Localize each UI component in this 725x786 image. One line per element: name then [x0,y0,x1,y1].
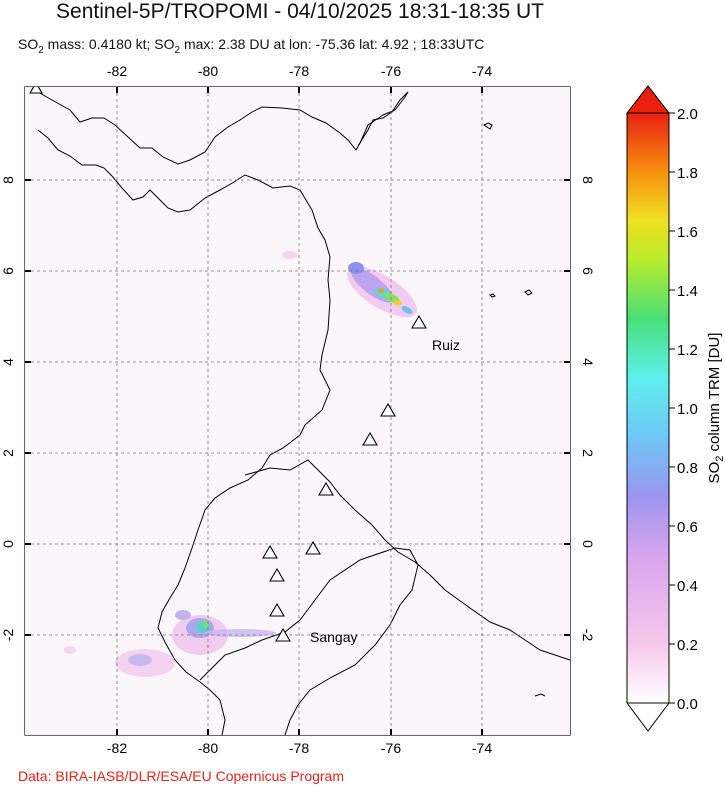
lat-label-right: 0 [580,540,596,548]
border-ticks [25,87,570,735]
lat-label-left: 4 [0,358,16,366]
volcano-marker [318,481,334,496]
colorbar-tick: 1.8 [677,165,698,182]
colorbar-scale [626,112,670,704]
lon-label-top: -76 [381,63,401,79]
colorbar-tick: 1.4 [677,283,698,300]
volcano-label-sangay: Sangay [310,629,357,645]
lon-label-bottom: -74 [472,740,492,756]
colorbar-max-arrow [625,85,671,114]
lat-label-left: 0 [0,540,16,548]
colorbar-tick: 0.4 [677,578,698,595]
colorbar-tick: 2.0 [677,106,698,123]
lat-label-left: 8 [0,176,16,184]
background-noise [25,87,570,735]
lat-label-right: 4 [580,358,596,366]
volcano-marker [305,540,321,555]
colorbar-tick: 0.8 [677,460,698,477]
lat-label-right: -2 [580,629,596,642]
subtitle-max-info: max: 2.38 DU at lon: -75.36 lat: 4.92 ; … [180,36,485,52]
colorbar-min-arrow [626,702,670,732]
subtitle-mass: mass: 0.4180 kt; SO [43,36,175,52]
colorbar-tick: 1.6 [677,224,698,241]
colorbar-tick: 0.2 [677,637,698,654]
volcano-marker [269,567,285,582]
colorbar-label-pre: SO [706,462,723,484]
lon-label-top: -82 [107,63,127,79]
colorbar-tick: 0.0 [677,696,698,713]
lat-label-left: -2 [0,629,16,642]
volcano-markers [29,87,427,642]
colorbar-tick: 0.6 [677,519,698,536]
colorbar: 2.0 1.8 1.6 1.4 1.2 1.0 0.8 0.6 0.4 0.2 … [625,85,725,732]
lon-label-bottom: -76 [381,740,401,756]
lat-label-right: 2 [580,449,596,457]
grid [25,87,570,735]
colorbar-tick: 1.2 [677,342,698,359]
lon-label-top: -74 [472,63,492,79]
colorbar-label: SO2 column TRM [DU] [706,333,725,484]
lon-label-top: -80 [198,63,218,79]
volcano-marker [29,87,43,94]
lat-label-left: 6 [0,267,16,275]
volcano-marker [362,431,378,446]
volcano-marker-sangay [275,627,291,642]
colorbar-tick: 1.0 [677,401,698,418]
colorbar-label-post: column TRM [DU] [706,333,723,456]
map-subtitle: SO2 mass: 0.4180 kt; SO2 max: 2.38 DU at… [18,36,484,56]
coastlines [37,91,570,735]
volcano-marker-ruiz [411,314,427,329]
lon-label-bottom: -78 [289,740,309,756]
subtitle-so2: SO [18,36,39,52]
volcano-label-ruiz: Ruiz [432,337,460,353]
lon-label-bottom: -80 [198,740,218,756]
colorbar-label-sub: 2 [714,456,725,462]
lat-label-right: 8 [580,176,596,184]
volcano-marker [380,402,396,417]
ruiz-plume [347,262,417,318]
data-credit: Data: BIRA-IASB/DLR/ESA/EU Copernicus Pr… [18,768,345,784]
lon-label-bottom: -82 [107,740,127,756]
lat-label-left: 2 [0,449,16,457]
volcano-marker [262,544,278,559]
map-title: Sentinel-5P/TROPOMI - 04/10/2025 18:31-1… [56,0,544,23]
subtitle-sub-2b: 2 [174,44,181,56]
lon-label-top: -78 [289,63,309,79]
faint-patch [64,646,76,654]
subtitle-sub-2: 2 [38,44,44,56]
faint-patch [282,251,298,259]
volcano-marker [269,602,285,617]
lat-label-right: 6 [580,267,596,275]
